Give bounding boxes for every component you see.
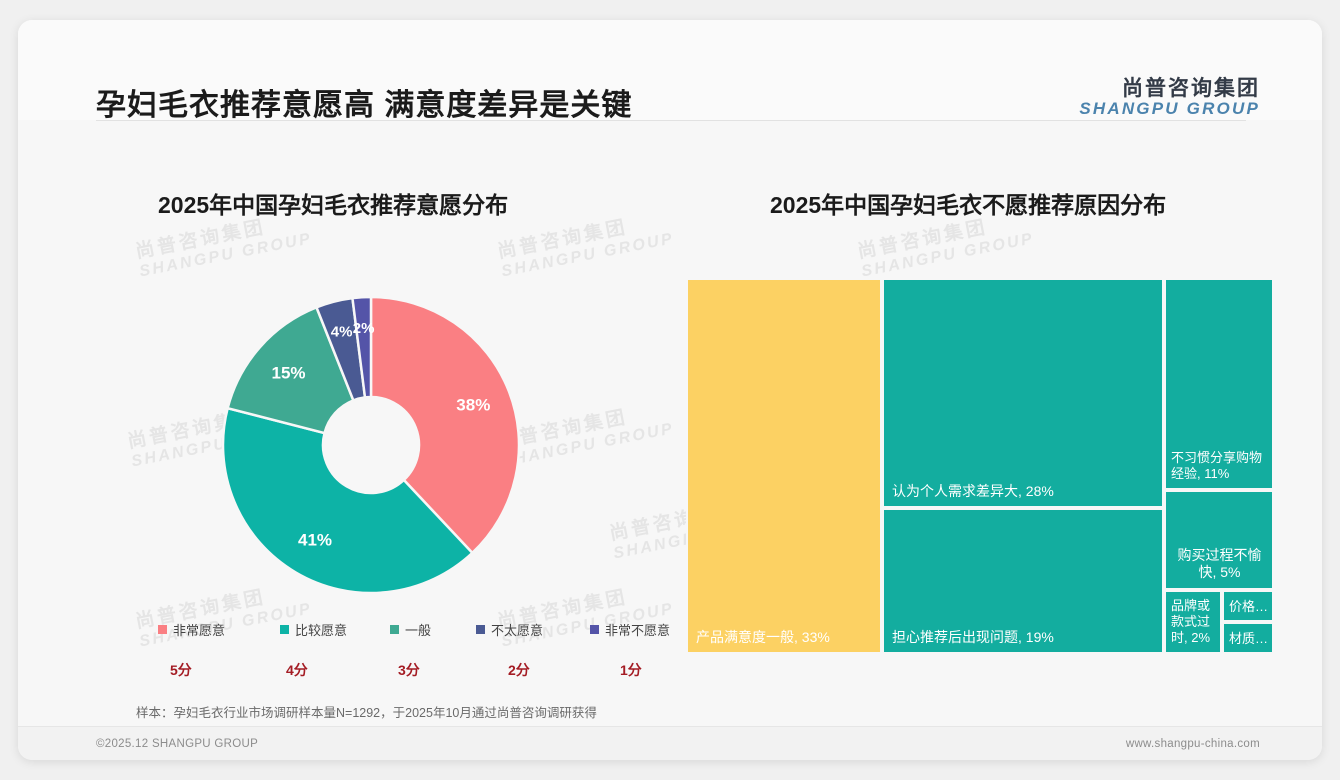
treemap-cell[interactable]: 产品满意度一般, 33%: [686, 278, 882, 654]
donut-score-scale: 5分 4分 3分 2分 1分: [158, 660, 648, 682]
header-divider: [96, 120, 1246, 121]
legend-label: 一般: [405, 623, 432, 638]
legend-swatch: [390, 625, 399, 634]
brand-logo: 尚普咨询集团 SHANGPU GROUP: [1079, 77, 1260, 119]
donut-legend: 非常愿意 比较愿意 一般 不太愿意 非常不愿意: [158, 620, 670, 642]
infographic-page: 孕妇毛衣推荐意愿高 满意度差异是关键 尚普咨询集团 SHANGPU GROUP …: [18, 20, 1322, 760]
donut-slice-label: 41%: [298, 531, 332, 550]
treemap-cell-label: 品牌或款式过时, 2%: [1171, 598, 1211, 646]
watermark: 尚普咨询集团 SHANGPU GROUP: [856, 210, 1036, 281]
treemap-cell[interactable]: 不习惯分享购物经验, 11%: [1164, 278, 1274, 490]
watermark-en: SHANGPU GROUP: [859, 229, 1036, 280]
donut-hole: [323, 397, 419, 493]
website-link[interactable]: www.shangpu-china.com: [1125, 738, 1260, 750]
recommendation-willingness-donut-chart: 38% 41% 15% 4% 2%: [136, 250, 606, 640]
legend-label: 非常不愿意: [605, 623, 671, 638]
score-label: 3分: [398, 662, 420, 678]
treemap-cell-label: 不习惯分享购物经验, 11%: [1171, 450, 1263, 482]
treemap-cell[interactable]: 购买过程不愉快, 5%: [1164, 490, 1274, 590]
legend-swatch: [590, 625, 599, 634]
treemap-cell-label: 产品满意度一般, 33%: [696, 628, 830, 645]
footer-divider: [18, 726, 1322, 727]
score-label: 2分: [508, 662, 530, 678]
page-footer: ©2025.12 SHANGPU GROUP www.shangpu-china…: [18, 727, 1322, 760]
treemap-cell[interactable]: 担心推荐后出现问题, 19%: [882, 508, 1164, 654]
brand-logo-en: SHANGPU GROUP: [1079, 99, 1260, 119]
score-label: 4分: [286, 662, 308, 678]
treemap-cell[interactable]: 价格…: [1222, 590, 1274, 622]
legend-swatch: [280, 625, 289, 634]
score-label: 5分: [170, 662, 192, 678]
copyright-text: ©2025.12 SHANGPU GROUP: [96, 738, 259, 750]
legend-swatch: [158, 625, 167, 634]
page-header: [18, 20, 1322, 120]
legend-swatch: [476, 625, 485, 634]
right-chart-title: 2025年中国孕妇毛衣不愿推荐原因分布: [770, 192, 1167, 218]
sample-note: 样本：孕妇毛衣行业市场调研样本量N=1292，于2025年10月通过尚普咨询调研…: [136, 706, 597, 720]
score-label: 1分: [620, 662, 642, 678]
donut-slice-label: 4%: [331, 323, 353, 340]
page-title: 孕妇毛衣推荐意愿高 满意度差异是关键: [96, 89, 633, 122]
unwillingness-reasons-treemap: 产品满意度一般, 33% 认为个人需求差异大, 28% 担心推荐后出现问题, 19%…: [686, 278, 1274, 654]
treemap-cell-label: 认为个人需求差异大, 28%: [892, 482, 1054, 499]
treemap-cell[interactable]: 材质…: [1222, 622, 1274, 654]
treemap-cell-label: 担心推荐后出现问题, 19%: [892, 628, 1054, 645]
legend-item[interactable]: 非常愿意: [158, 620, 225, 639]
legend-item[interactable]: 不太愿意: [476, 620, 543, 639]
donut-slice-label: 38%: [456, 396, 490, 415]
donut-slice-label: 15%: [271, 363, 305, 382]
legend-item[interactable]: 一般: [390, 620, 431, 639]
legend-label: 非常愿意: [173, 623, 226, 638]
donut-slice-label: 2%: [353, 320, 375, 337]
legend-item[interactable]: 非常不愿意: [590, 620, 670, 639]
left-chart-title: 2025年中国孕妇毛衣推荐意愿分布: [158, 192, 509, 218]
treemap-cell-label: 材质…: [1229, 631, 1269, 647]
treemap-cell[interactable]: 认为个人需求差异大, 28%: [882, 278, 1164, 508]
legend-label: 比较愿意: [295, 623, 348, 638]
brand-logo-cn: 尚普咨询集团: [1122, 77, 1260, 100]
treemap-cell-label: 价格…: [1229, 599, 1269, 615]
legend-item[interactable]: 比较愿意: [280, 620, 347, 639]
donut-svg: 38% 41% 15% 4% 2%: [221, 295, 521, 595]
treemap-cell-label: 购买过程不愉快, 5%: [1177, 546, 1262, 580]
treemap-cell[interactable]: 品牌或款式过时, 2%: [1164, 590, 1222, 654]
legend-label: 不太愿意: [491, 623, 544, 638]
